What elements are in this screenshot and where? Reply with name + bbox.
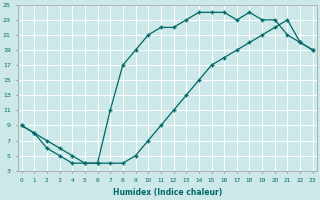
X-axis label: Humidex (Indice chaleur): Humidex (Indice chaleur): [113, 188, 222, 197]
